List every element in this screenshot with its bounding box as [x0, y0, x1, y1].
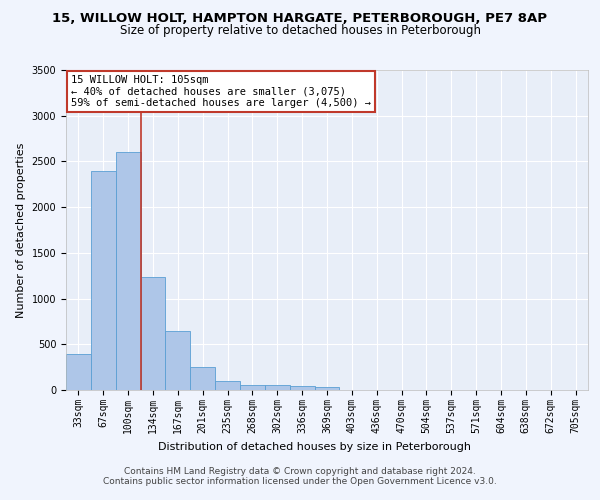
Y-axis label: Number of detached properties: Number of detached properties: [16, 142, 26, 318]
Bar: [290, 386, 314, 390]
Text: Size of property relative to detached houses in Peterborough: Size of property relative to detached ho…: [119, 24, 481, 37]
Bar: [215, 382, 240, 390]
Text: Distribution of detached houses by size in Peterborough: Distribution of detached houses by size …: [158, 442, 472, 452]
Text: Contains HM Land Registry data © Crown copyright and database right 2024.: Contains HM Land Registry data © Crown c…: [124, 467, 476, 476]
Text: 15, WILLOW HOLT, HAMPTON HARGATE, PETERBOROUGH, PE7 8AP: 15, WILLOW HOLT, HAMPTON HARGATE, PETERB…: [53, 12, 548, 26]
Bar: [190, 366, 215, 390]
Bar: [66, 354, 91, 390]
Bar: [240, 384, 265, 390]
Text: 15 WILLOW HOLT: 105sqm
← 40% of detached houses are smaller (3,075)
59% of semi-: 15 WILLOW HOLT: 105sqm ← 40% of detached…: [71, 75, 371, 108]
Bar: [91, 170, 116, 390]
Bar: [166, 332, 190, 390]
Text: Contains public sector information licensed under the Open Government Licence v3: Contains public sector information licen…: [103, 477, 497, 486]
Bar: [116, 152, 140, 390]
Bar: [314, 388, 340, 390]
Bar: [265, 384, 290, 390]
Bar: [140, 276, 166, 390]
